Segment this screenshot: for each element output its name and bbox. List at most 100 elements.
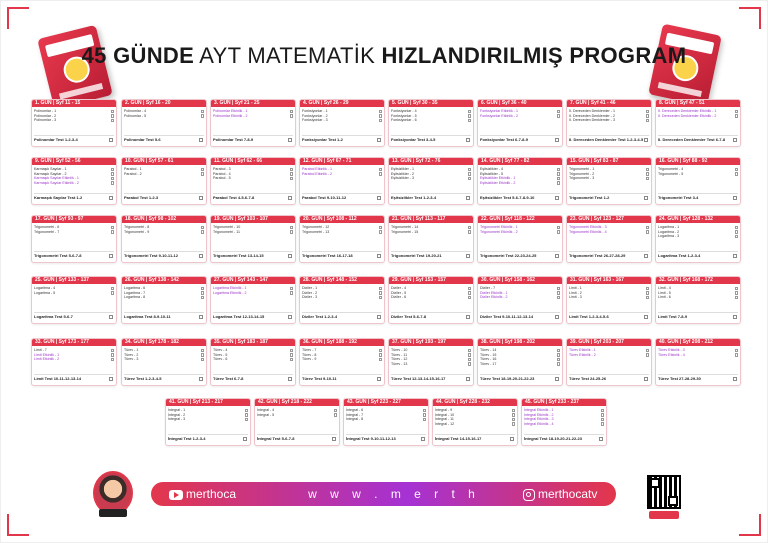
topic-checkbox[interactable] <box>110 172 114 176</box>
test-checkbox[interactable] <box>109 377 113 381</box>
topic-checkbox[interactable] <box>467 286 471 290</box>
topic-checkbox[interactable] <box>734 295 738 299</box>
topic-checkbox[interactable] <box>600 422 604 426</box>
topic-checkbox[interactable] <box>645 295 649 299</box>
topic-checkbox[interactable] <box>556 291 560 295</box>
topic-checkbox[interactable] <box>378 225 382 229</box>
topic-checkbox[interactable] <box>645 172 649 176</box>
topic-checkbox[interactable] <box>556 286 560 290</box>
topic-checkbox[interactable] <box>645 225 649 229</box>
topic-checkbox[interactable] <box>645 118 649 122</box>
topic-checkbox[interactable] <box>378 357 382 361</box>
topic-checkbox[interactable] <box>200 348 204 352</box>
test-checkbox[interactable] <box>599 437 603 441</box>
topic-checkbox[interactable] <box>556 176 560 180</box>
topic-checkbox[interactable] <box>556 353 560 357</box>
test-checkbox[interactable] <box>377 138 381 142</box>
topic-checkbox[interactable] <box>467 348 471 352</box>
test-checkbox[interactable] <box>199 254 203 258</box>
topic-checkbox[interactable] <box>734 234 738 238</box>
test-checkbox[interactable] <box>733 138 737 142</box>
test-checkbox[interactable] <box>466 377 470 381</box>
topic-checkbox[interactable] <box>556 362 560 366</box>
test-checkbox[interactable] <box>466 196 470 200</box>
topic-checkbox[interactable] <box>110 167 114 171</box>
topic-checkbox[interactable] <box>110 291 114 295</box>
topic-checkbox[interactable] <box>645 167 649 171</box>
test-checkbox[interactable] <box>377 254 381 258</box>
test-checkbox[interactable] <box>288 315 292 319</box>
topic-checkbox[interactable] <box>110 181 114 185</box>
test-checkbox[interactable] <box>466 315 470 319</box>
topic-checkbox[interactable] <box>289 225 293 229</box>
test-checkbox[interactable] <box>288 196 292 200</box>
test-checkbox[interactable] <box>733 254 737 258</box>
test-checkbox[interactable] <box>555 377 559 381</box>
topic-checkbox[interactable] <box>378 118 382 122</box>
topic-checkbox[interactable] <box>289 286 293 290</box>
topic-checkbox[interactable] <box>467 176 471 180</box>
test-checkbox[interactable] <box>733 196 737 200</box>
topic-checkbox[interactable] <box>200 230 204 234</box>
test-checkbox[interactable] <box>644 254 648 258</box>
topic-checkbox[interactable] <box>110 357 114 361</box>
test-checkbox[interactable] <box>377 315 381 319</box>
topic-checkbox[interactable] <box>467 362 471 366</box>
topic-checkbox[interactable] <box>556 167 560 171</box>
qr-code[interactable] <box>647 475 681 509</box>
test-checkbox[interactable] <box>288 138 292 142</box>
topic-checkbox[interactable] <box>289 291 293 295</box>
topic-checkbox[interactable] <box>511 408 515 412</box>
test-checkbox[interactable] <box>109 138 113 142</box>
topic-checkbox[interactable] <box>333 413 337 417</box>
test-checkbox[interactable] <box>644 196 648 200</box>
topic-checkbox[interactable] <box>467 114 471 118</box>
topic-checkbox[interactable] <box>200 286 204 290</box>
test-checkbox[interactable] <box>288 377 292 381</box>
topic-checkbox[interactable] <box>110 225 114 229</box>
topic-checkbox[interactable] <box>200 291 204 295</box>
topic-checkbox[interactable] <box>289 230 293 234</box>
test-checkbox[interactable] <box>466 254 470 258</box>
topic-checkbox[interactable] <box>734 167 738 171</box>
topic-checkbox[interactable] <box>734 291 738 295</box>
topic-checkbox[interactable] <box>556 295 560 299</box>
topic-checkbox[interactable] <box>422 413 426 417</box>
topic-checkbox[interactable] <box>289 176 293 180</box>
test-checkbox[interactable] <box>288 254 292 258</box>
test-checkbox[interactable] <box>109 254 113 258</box>
topic-checkbox[interactable] <box>556 109 560 113</box>
topic-checkbox[interactable] <box>467 353 471 357</box>
topic-checkbox[interactable] <box>645 291 649 295</box>
topic-checkbox[interactable] <box>110 348 114 352</box>
test-checkbox[interactable] <box>466 138 470 142</box>
test-checkbox[interactable] <box>421 437 425 441</box>
test-checkbox[interactable] <box>199 138 203 142</box>
topic-checkbox[interactable] <box>110 230 114 234</box>
topic-checkbox[interactable] <box>556 357 560 361</box>
topic-checkbox[interactable] <box>378 286 382 290</box>
topic-checkbox[interactable] <box>734 286 738 290</box>
topic-checkbox[interactable] <box>556 172 560 176</box>
test-checkbox[interactable] <box>377 196 381 200</box>
topic-checkbox[interactable] <box>467 357 471 361</box>
topic-checkbox[interactable] <box>422 408 426 412</box>
test-checkbox[interactable] <box>377 377 381 381</box>
topic-checkbox[interactable] <box>110 353 114 357</box>
topic-checkbox[interactable] <box>200 225 204 229</box>
topic-checkbox[interactable] <box>645 176 649 180</box>
test-checkbox[interactable] <box>109 196 113 200</box>
topic-checkbox[interactable] <box>556 114 560 118</box>
topic-checkbox[interactable] <box>289 114 293 118</box>
test-checkbox[interactable] <box>243 437 247 441</box>
test-checkbox[interactable] <box>644 138 648 142</box>
test-checkbox[interactable] <box>199 315 203 319</box>
topic-checkbox[interactable] <box>511 413 515 417</box>
topic-checkbox[interactable] <box>200 295 204 299</box>
topic-checkbox[interactable] <box>422 417 426 421</box>
topic-checkbox[interactable] <box>244 408 248 412</box>
topic-checkbox[interactable] <box>467 109 471 113</box>
topic-checkbox[interactable] <box>244 413 248 417</box>
test-checkbox[interactable] <box>555 254 559 258</box>
topic-checkbox[interactable] <box>110 118 114 122</box>
